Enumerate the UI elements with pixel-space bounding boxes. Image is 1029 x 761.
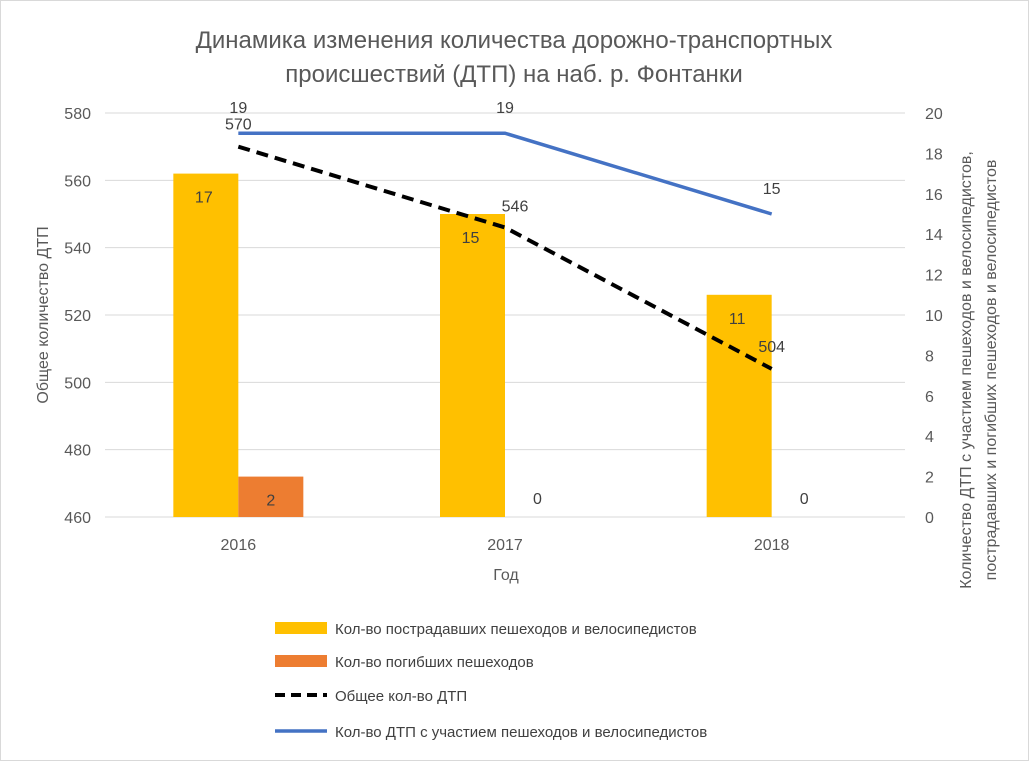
bar-data-label: 17 <box>195 190 213 207</box>
bar-injured <box>440 214 505 517</box>
legend-label: Кол-во погибших пешеходов <box>335 654 534 671</box>
bar-data-label: 2 <box>266 493 275 510</box>
x-axis-title: Год <box>493 567 519 584</box>
bar-data-label: 11 <box>729 311 746 328</box>
legend-label: Общее кол-во ДТП <box>335 688 467 705</box>
legend: Кол-во пострадавших пешеходов и велосипе… <box>275 621 707 741</box>
y2-tick-label: 14 <box>925 227 943 244</box>
y2-tick-label: 10 <box>925 308 943 325</box>
bar-data-label: 15 <box>462 230 480 247</box>
y2-axis-title-line-2: пострадавших и погибших пешеходов и вело… <box>983 160 1000 581</box>
bar-data-label: 0 <box>800 491 809 508</box>
y-tick-label: 580 <box>64 106 91 123</box>
chart-title: Динамика изменения количества дорожно-тр… <box>196 27 833 88</box>
y-tick-label: 520 <box>64 308 91 325</box>
y2-tick-label: 6 <box>925 389 934 406</box>
pedestrian-dtp-line <box>238 131 773 216</box>
legend-label: Кол-во пострадавших пешеходов и велосипе… <box>335 621 697 638</box>
y-tick-label: 460 <box>64 510 91 527</box>
line-data-label: 504 <box>758 339 785 356</box>
legend-swatch <box>275 622 327 634</box>
y-tick-label: 500 <box>64 375 91 392</box>
line-data-label: 570 <box>225 117 252 134</box>
y-tick-label: 560 <box>64 173 91 190</box>
line-data-label: 19 <box>496 100 514 117</box>
bar-injured <box>706 294 772 517</box>
bar-data-label: 0 <box>533 491 542 508</box>
y2-tick-label: 20 <box>925 106 943 123</box>
line-data-label: 19 <box>229 100 247 117</box>
y2-tick-label: 18 <box>925 146 943 163</box>
y2-tick-label: 0 <box>925 510 934 527</box>
line-data-label: 546 <box>502 198 529 215</box>
y2-tick-label: 12 <box>925 268 943 285</box>
bar-injured <box>173 173 239 517</box>
bar-deaths <box>238 476 304 517</box>
x-tick-label: 2016 <box>221 537 257 554</box>
chart-title-line-1: Динамика изменения количества дорожно-тр… <box>196 27 833 54</box>
chart-title-line-2: происшествий (ДТП) на наб. р. Фонтанки <box>285 61 742 88</box>
y2-tick-label: 8 <box>925 348 934 365</box>
y-axis-title: Общее количество ДТП <box>35 226 52 403</box>
y-tick-label: 480 <box>64 443 91 460</box>
legend-label: Кол-во ДТП с участием пешеходов и велоси… <box>335 724 707 741</box>
x-tick-label: 2017 <box>487 537 523 554</box>
y2-tick-label: 16 <box>925 187 943 204</box>
x-tick-label: 2018 <box>754 537 790 554</box>
total-dtp-line <box>237 144 773 371</box>
y2-axis-title-line-1: Количество ДТП с участием пешеходов и ве… <box>958 151 975 589</box>
y2-tick-label: 2 <box>925 470 934 487</box>
legend-swatch <box>275 655 327 667</box>
y-tick-label: 540 <box>64 241 91 258</box>
line-data-label: 15 <box>763 181 781 198</box>
y2-tick-label: 4 <box>925 429 934 446</box>
